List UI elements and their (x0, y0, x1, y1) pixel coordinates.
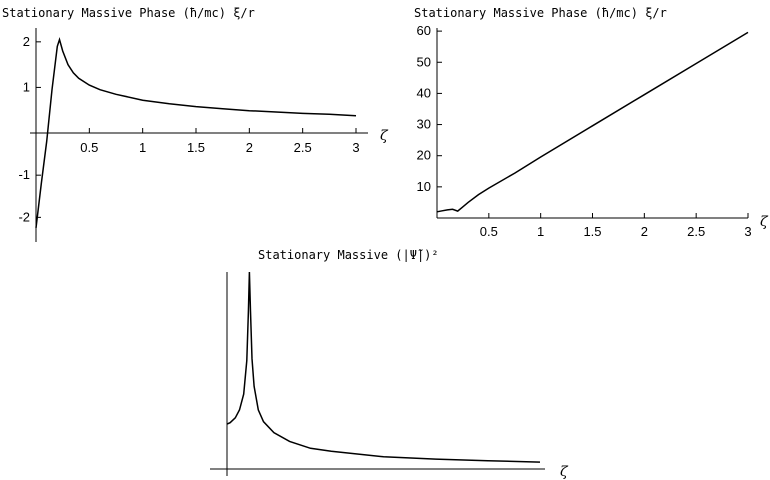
c2-x-tick-label: 2 (641, 224, 648, 239)
c1-y-tick-label: -1 (18, 167, 30, 182)
c1-x-tick-label: 1 (139, 140, 146, 155)
c1-x-tick-label: 0.5 (80, 140, 98, 155)
chart-3-title: Stationary Massive (|Ψ̃|)² (258, 248, 439, 262)
chart-1: Stationary Massive Phase (ħ/mc) ξ/r 0.5 1… (2, 6, 389, 242)
chart-3-x-axis-label: ζ (560, 464, 569, 480)
c2-x-tick-label: 1.5 (583, 224, 601, 239)
chart-2-x-axis-label: ζ (760, 214, 769, 230)
chart-3-series-line (226, 271, 541, 463)
chart-1-title: Stationary Massive Phase (ħ/mc) ξ/r (2, 6, 255, 20)
c2-y-tick-label: 60 (417, 23, 431, 38)
chart-1-x-axis-label: ζ (380, 128, 389, 144)
c1-x-tick-label: 1.5 (187, 140, 205, 155)
c2-y-tick-label: 10 (417, 179, 431, 194)
c2-y-tick-label: 30 (417, 117, 431, 132)
chart-2-series-line (436, 31, 749, 213)
c1-y-tick-label: -2 (18, 209, 30, 224)
c2-y-tick-label: 40 (417, 85, 431, 100)
c2-x-tick-label: 2.5 (687, 224, 705, 239)
c1-x-tick-label: 2.5 (294, 140, 312, 155)
c1-x-tick-label: 2 (246, 140, 253, 155)
c2-x-tick-label: 1 (537, 224, 544, 239)
c2-x-tick-label: 0.5 (480, 224, 498, 239)
c1-y-tick-label: 1 (23, 79, 30, 94)
c2-y-tick-label: 50 (417, 54, 431, 69)
chart-3: Stationary Massive (|Ψ̃|)² ζ (210, 248, 569, 480)
c2-x-tick-label: 3 (744, 224, 751, 239)
chart-2: Stationary Massive Phase (ħ/mc) ξ/r 0.5 1… (414, 6, 769, 239)
c1-y-tick-label: 2 (23, 34, 30, 49)
c2-y-tick-label: 20 (417, 148, 431, 163)
chart-1-series-line (35, 37, 357, 228)
c1-x-tick-label: 3 (352, 140, 359, 155)
chart-2-title: Stationary Massive Phase (ħ/mc) ξ/r (414, 6, 667, 20)
